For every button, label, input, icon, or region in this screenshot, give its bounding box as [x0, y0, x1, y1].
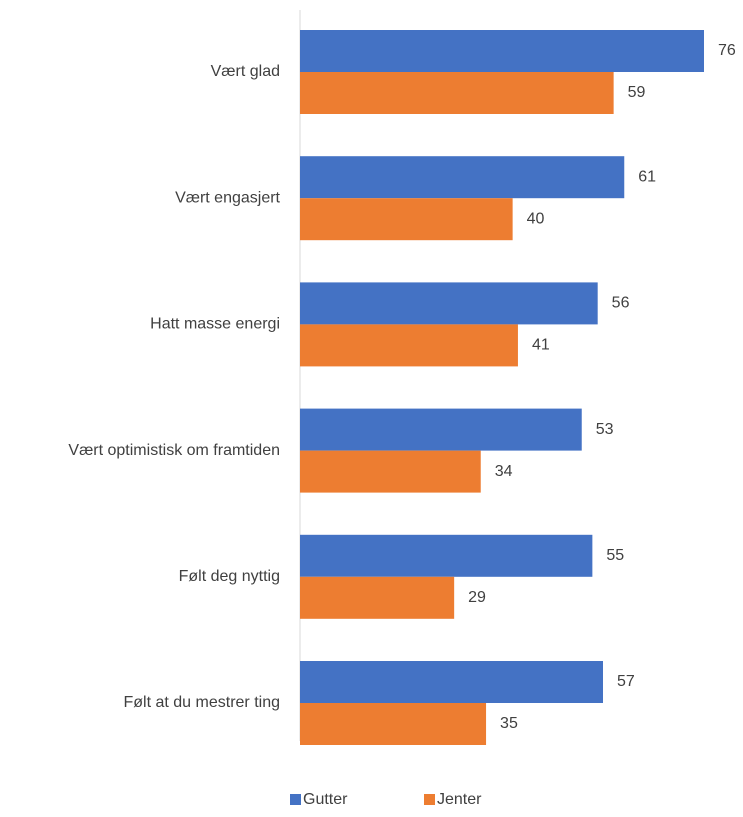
- category-label-vaert-glad: Vært glad: [211, 63, 280, 80]
- bar-jenter-vaert-engasjert: [300, 198, 513, 241]
- legend-swatch-jenter: [424, 794, 435, 805]
- bar-gutter-vaert-glad: [300, 30, 704, 72]
- data-label-gutter-hatt-masse-energi: 56: [612, 295, 630, 312]
- legend-swatch-gutter: [290, 794, 301, 805]
- category-label-folt-at-du-mestrer-ting: Følt at du mestrer ting: [124, 694, 281, 711]
- data-label-jenter-vaert-glad: 59: [628, 84, 646, 101]
- data-label-gutter-vaert-glad: 76: [718, 42, 736, 59]
- bar-jenter-vaert-optimistisk-om-framtiden: [300, 450, 481, 493]
- data-label-gutter-vaert-optimistisk-om-framtiden: 53: [596, 421, 614, 438]
- data-label-gutter-vaert-engasjert: 61: [638, 168, 656, 185]
- bar-jenter-vaert-glad: [300, 72, 614, 114]
- legend-label-jenter: Jenter: [437, 791, 482, 808]
- data-label-jenter-vaert-optimistisk-om-framtiden: 34: [495, 463, 513, 480]
- bar-gutter-hatt-masse-energi: [300, 282, 598, 325]
- legend-label-gutter: Gutter: [303, 791, 348, 808]
- legend: Gutter Jenter: [290, 791, 482, 808]
- data-label-jenter-vaert-engasjert: 40: [527, 210, 545, 227]
- data-label-jenter-folt-at-du-mestrer-ting: 35: [500, 715, 518, 732]
- labels-group: Vært glad 76 59 Vært engasjert 61 40 Hatt mass…: [68, 42, 736, 732]
- category-label-hatt-masse-energi: Hatt masse energi: [150, 316, 280, 333]
- data-label-gutter-folt-deg-nyttig: 55: [606, 547, 624, 564]
- bar-jenter-hatt-masse-energi: [300, 324, 518, 367]
- category-label-vaert-optimistisk-om-framtiden: Vært optimistisk om framtiden: [68, 442, 280, 459]
- bar-gutter-folt-deg-nyttig: [300, 534, 593, 577]
- data-label-gutter-folt-at-du-mestrer-ting: 57: [617, 673, 635, 690]
- bar-jenter-folt-deg-nyttig: [300, 576, 455, 619]
- category-label-vaert-engasjert: Vært engasjert: [175, 189, 280, 206]
- bar-gutter-vaert-engasjert: [300, 156, 625, 199]
- data-label-jenter-folt-deg-nyttig: 29: [468, 589, 486, 606]
- bar-jenter-folt-at-du-mestrer-ting: [300, 703, 487, 745]
- bars-group: [300, 30, 704, 745]
- data-label-jenter-hatt-masse-energi: 41: [532, 337, 550, 354]
- category-label-folt-deg-nyttig: Følt deg nyttig: [179, 568, 280, 585]
- bar-gutter-folt-at-du-mestrer-ting: [300, 661, 603, 703]
- bar-gutter-vaert-optimistisk-om-framtiden: [300, 408, 582, 451]
